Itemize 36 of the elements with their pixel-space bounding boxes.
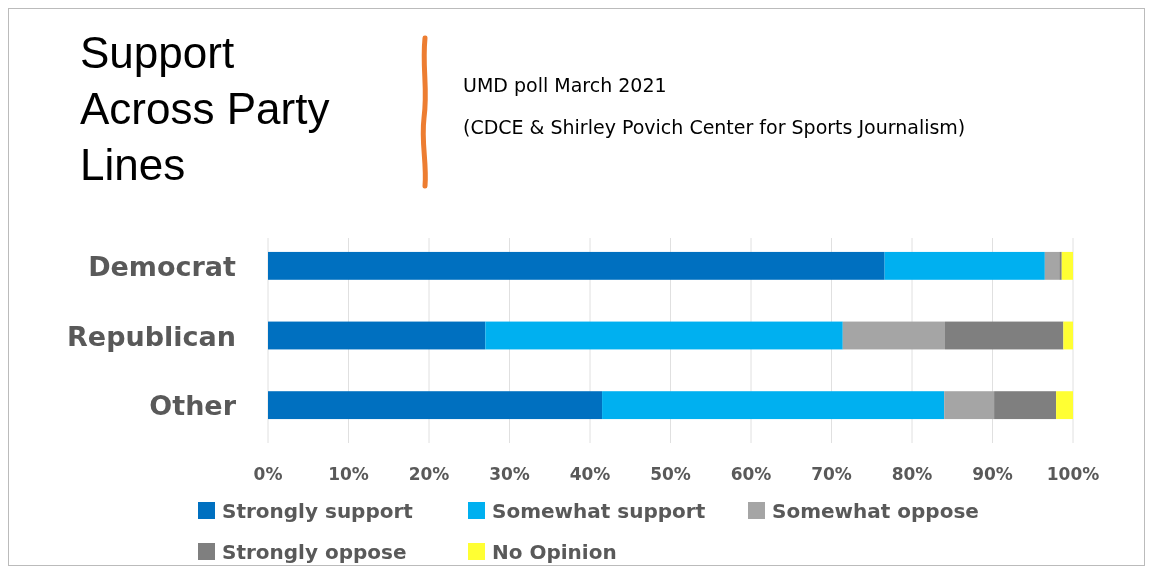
chart-subtitle: UMD poll March 2021 (CDCE & Shirley Povich Center for Sports Journalism) — [463, 74, 966, 138]
bar — [602, 391, 945, 420]
x-tick-label: 10% — [328, 464, 369, 484]
bar — [944, 391, 995, 420]
x-tick-label: 20% — [408, 464, 450, 484]
legend-label: Strongly oppose — [222, 540, 407, 564]
y-tick-label: Other — [149, 390, 237, 422]
x-tick-label: 60% — [730, 464, 772, 484]
bar — [485, 321, 843, 350]
bar — [945, 321, 1064, 350]
bar — [842, 321, 946, 350]
bar — [1063, 321, 1073, 350]
y-tick-label: Republican — [67, 320, 236, 352]
bar — [1056, 391, 1073, 420]
x-tick-label: 50% — [650, 464, 691, 484]
bar — [268, 251, 885, 280]
legend-label: Somewhat oppose — [772, 499, 979, 523]
x-tick-label: 40% — [569, 464, 611, 484]
bar — [884, 251, 1045, 280]
x-tick-label: 100% — [1046, 464, 1100, 484]
x-tick-label: 80% — [891, 464, 933, 484]
legend-label: No Opinion — [492, 540, 617, 564]
bar — [268, 391, 603, 420]
legend-label: Strongly support — [222, 499, 414, 523]
bar — [994, 391, 1057, 420]
bar — [1061, 251, 1073, 280]
x-tick-label: 30% — [489, 464, 530, 484]
bar — [1059, 251, 1062, 280]
chart-title: Support Across Party Lines — [80, 28, 330, 189]
bar — [268, 321, 486, 350]
x-tick-label: 90% — [972, 464, 1013, 484]
x-tick-label: 0% — [253, 464, 283, 484]
x-tick-label: 70% — [811, 464, 852, 484]
legend-label: Somewhat support — [492, 499, 706, 523]
y-tick-label: Democrat — [88, 250, 237, 282]
bar — [1044, 251, 1060, 280]
